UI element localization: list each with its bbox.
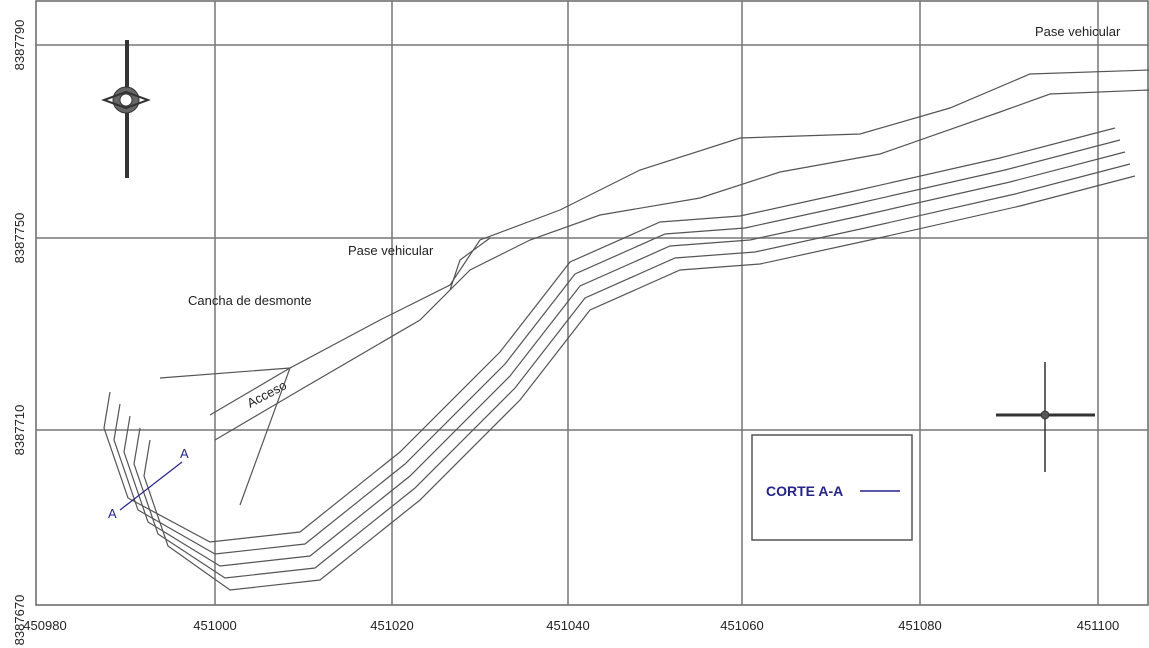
- legend-box: [751, 434, 913, 541]
- contour: [133, 163, 1131, 579]
- contour: [113, 139, 1121, 555]
- road-edge: [214, 89, 1149, 441]
- contour: [143, 175, 1136, 591]
- x-tick-label: 451000: [193, 618, 236, 633]
- x-tick-label: 451080: [898, 618, 941, 633]
- y-tick-label: 8387790: [12, 20, 27, 71]
- x-tick-label: 451060: [720, 618, 763, 633]
- cut-line: [119, 461, 183, 511]
- road-edge: [449, 237, 491, 291]
- road-edge: [209, 366, 292, 506]
- place-label: Cancha de desmonte: [188, 293, 312, 308]
- x-tick-label: 451040: [546, 618, 589, 633]
- place-label: Pase vehicular: [348, 243, 434, 258]
- x-tick-label: 451020: [370, 618, 413, 633]
- y-tick-label: 8387750: [12, 213, 27, 264]
- road-edge: [159, 69, 1149, 379]
- y-tick-label: 8387670: [12, 595, 27, 646]
- section-label: CORTE A-A: [766, 483, 843, 499]
- cut-label: A: [108, 506, 117, 521]
- north-arrow: [101, 40, 151, 178]
- crosshair: [996, 362, 1095, 472]
- frame: [35, 0, 1149, 606]
- place-label: Pase vehicular: [1035, 24, 1121, 39]
- cut-label: A: [180, 446, 189, 461]
- contour: [103, 127, 1116, 543]
- x-tick-label: 450980: [23, 618, 66, 633]
- x-tick-label: 451100: [1077, 618, 1119, 633]
- y-tick-label: 8387710: [12, 405, 27, 456]
- contour: [123, 151, 1126, 567]
